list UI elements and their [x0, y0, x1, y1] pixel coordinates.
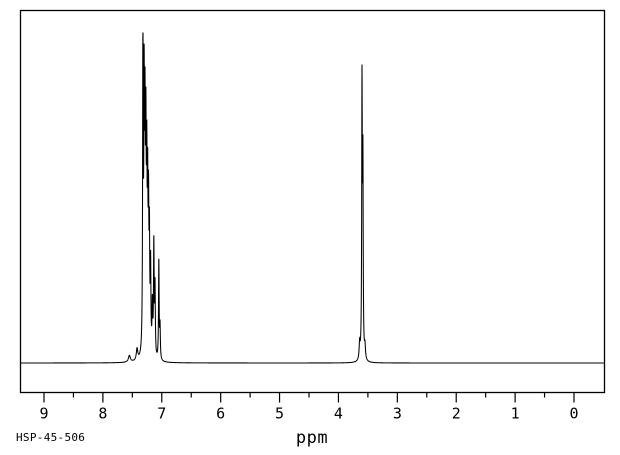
x-axis-tick-label: 9: [39, 405, 48, 423]
x-axis-tick-label: 5: [275, 405, 284, 423]
x-axis-tick-label: 4: [334, 405, 343, 423]
x-axis-tick-label: 0: [569, 405, 578, 423]
spectrum-trace: [21, 32, 604, 364]
x-axis-tick-label: 1: [511, 405, 520, 423]
x-axis-ticks: [43, 392, 575, 403]
x-axis-tick-label: 8: [98, 405, 107, 423]
x-axis-tick-labels: 9 8 7 6 5 4 3 2 1 0: [39, 405, 578, 423]
x-axis-title: ppm: [296, 428, 328, 448]
sample-id-label: HSP-45-506: [16, 431, 85, 444]
x-axis-tick-label: 7: [157, 405, 166, 423]
x-axis-tick-label: 2: [452, 405, 461, 423]
plot-frame: [19, 9, 606, 394]
x-axis-tick-label: 3: [393, 405, 402, 423]
x-axis-tick-label: 6: [216, 405, 225, 423]
